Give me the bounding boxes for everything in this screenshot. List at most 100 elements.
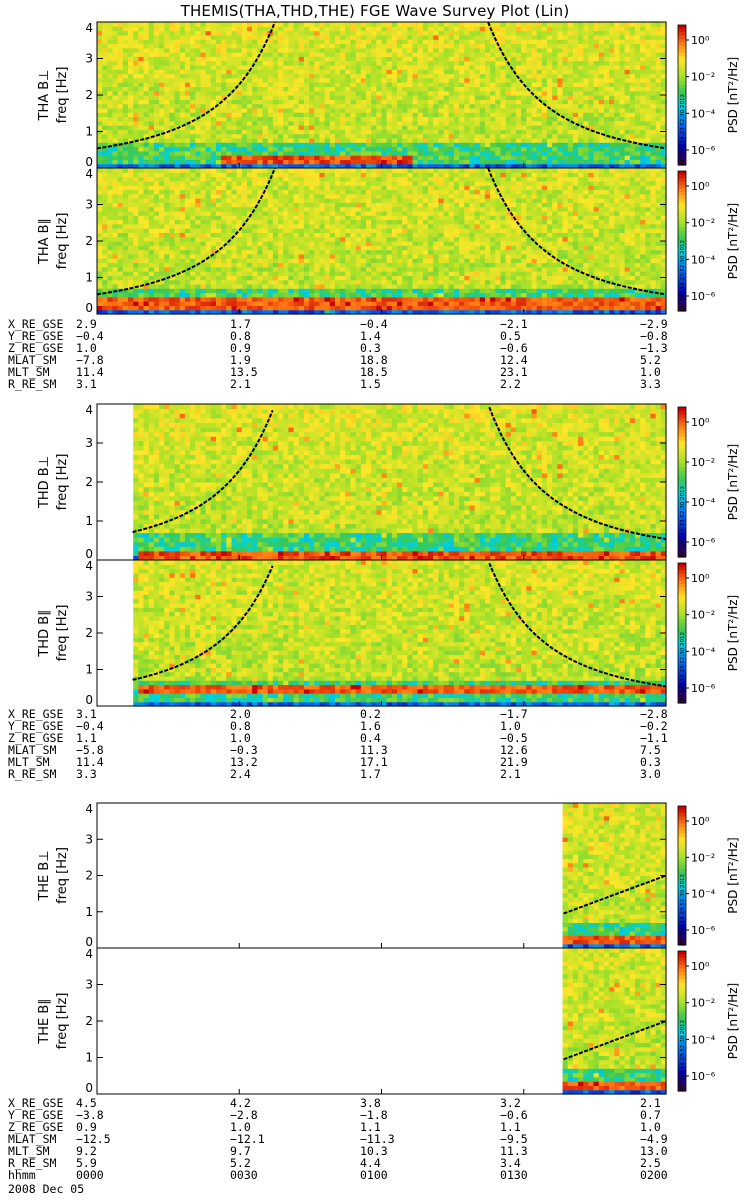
spectrogram-cell	[640, 159, 646, 165]
spectrogram-cell	[159, 82, 165, 88]
spectrogram-cell	[148, 228, 155, 234]
spectrogram-cell	[153, 210, 160, 216]
spectrogram-cell	[169, 172, 176, 178]
spectrogram-cell	[428, 146, 434, 152]
spectrogram-cell	[174, 22, 181, 27]
spectrogram-cell	[479, 163, 486, 169]
spectrogram-cell	[521, 150, 527, 156]
spectrogram-cell	[650, 120, 657, 126]
spectrogram-cell	[252, 116, 258, 122]
spectrogram-cell	[355, 90, 362, 96]
spectrogram-cell	[650, 95, 657, 100]
spectrogram-cell	[386, 95, 393, 100]
spectrogram-cell	[133, 107, 139, 113]
spectrogram-cell	[329, 155, 336, 161]
spectrogram-cell	[526, 22, 533, 27]
spectrogram-cell	[505, 107, 512, 113]
spectrogram-cell	[153, 99, 160, 105]
spectrogram-cell	[133, 253, 139, 259]
spectrogram-cell	[262, 86, 269, 92]
spectrogram-cell	[567, 155, 574, 161]
spectrogram-cell	[190, 116, 196, 122]
spectrogram-cell	[247, 258, 253, 264]
spectrogram-cell	[179, 189, 186, 195]
spectrogram-cell	[257, 266, 264, 272]
spectrogram-cell	[531, 56, 538, 62]
spectrogram-cell	[479, 159, 486, 165]
spectrogram-cell	[510, 95, 517, 100]
spectrogram-cell	[267, 129, 274, 135]
spectrogram-cell	[205, 232, 212, 238]
spectrogram-cell	[236, 120, 243, 126]
spectrogram-cell	[231, 236, 238, 242]
spectrogram-cell	[314, 69, 321, 75]
spectrogram-cell	[448, 26, 455, 32]
spectrogram-cell	[572, 26, 579, 32]
spectrogram-cell	[138, 236, 145, 242]
spectrogram-cell	[428, 64, 434, 70]
spectrogram-cell	[190, 52, 196, 57]
spectrogram-cell	[210, 172, 217, 178]
spectrogram-cell	[381, 112, 388, 118]
spectrogram-cell	[655, 90, 662, 96]
spectrogram-cell	[215, 22, 222, 27]
spectrogram-cell	[231, 137, 238, 143]
spectrogram-cell	[148, 47, 155, 53]
spectrogram-cell	[97, 228, 103, 234]
spectrogram-cell	[355, 39, 362, 45]
spectrogram-cell	[153, 60, 160, 66]
spectrogram-cell	[128, 103, 134, 109]
spectrogram-cell	[578, 82, 584, 88]
spectrogram-cell	[97, 163, 103, 169]
spectrogram-cell	[164, 202, 171, 208]
spectrogram-cell	[598, 43, 605, 49]
spectrogram-cell	[169, 206, 176, 212]
spectrogram-cell	[231, 43, 238, 49]
spectrogram-cell	[562, 159, 569, 165]
spectrogram-cell	[138, 52, 145, 57]
spectrogram-cell	[490, 120, 496, 126]
spectrogram-cell	[112, 43, 119, 49]
spectrogram-cell	[324, 34, 331, 40]
spectrogram-cell	[164, 168, 171, 173]
spectrogram-cell	[102, 22, 108, 27]
spectrogram-cell	[469, 64, 476, 70]
spectrogram-cell	[345, 60, 352, 66]
spectrogram-cell	[174, 288, 181, 294]
spectrogram-cell	[350, 26, 357, 32]
spectrogram-cell	[184, 305, 191, 311]
spectrogram-cell	[252, 198, 258, 203]
spectrogram-cell	[484, 99, 491, 105]
spectrogram-cell	[200, 262, 207, 268]
spectrogram-cell	[495, 39, 502, 45]
spectrogram-cell	[619, 47, 626, 53]
spectrogram-cell	[624, 56, 631, 62]
spectrogram-cell	[174, 47, 181, 53]
spectrogram-cell	[510, 103, 517, 109]
spectrogram-cell	[272, 103, 279, 109]
spectrogram-cell	[572, 103, 579, 109]
spectrogram-cell	[443, 22, 450, 27]
spectrogram-cell	[200, 241, 207, 246]
spectrogram-cell	[102, 82, 108, 88]
spectrogram-cell	[422, 120, 429, 126]
spectrogram-cell	[345, 163, 352, 169]
spectrogram-cell	[195, 112, 202, 118]
spectrogram-cell	[164, 116, 171, 122]
spectrogram-cell	[443, 112, 450, 118]
spectrogram-cell	[588, 125, 595, 130]
spectrogram-cell	[184, 198, 191, 203]
colorbar-swatch	[678, 98, 686, 103]
spectrogram-cell	[226, 103, 233, 109]
spectrogram-cell	[107, 112, 114, 118]
spectrogram-cell	[117, 275, 124, 281]
spectrogram-cell	[536, 95, 543, 100]
spectrogram-cell	[236, 86, 243, 92]
spectrogram-cell	[241, 30, 248, 36]
spectrogram-cell	[309, 163, 315, 169]
spectrogram-cell	[107, 309, 114, 315]
spectrogram-cell	[190, 176, 196, 182]
spectrogram-cell	[226, 125, 233, 130]
spectrogram-cell	[133, 60, 139, 66]
spectrogram-cell	[200, 125, 207, 130]
